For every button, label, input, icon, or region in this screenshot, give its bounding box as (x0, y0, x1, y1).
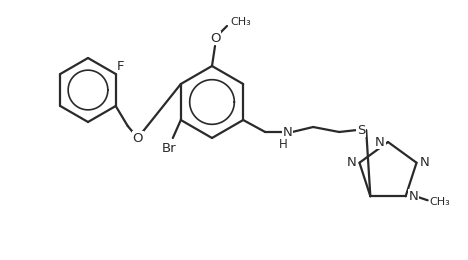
Text: CH₃: CH₃ (231, 17, 251, 27)
Text: F: F (117, 60, 124, 73)
Text: N: N (409, 190, 418, 203)
Text: N: N (420, 156, 430, 169)
Text: H: H (279, 138, 287, 151)
Text: Br: Br (161, 141, 176, 154)
Text: N: N (375, 135, 385, 148)
Text: N: N (347, 156, 356, 169)
Text: O: O (210, 31, 220, 44)
Text: S: S (357, 124, 366, 136)
Text: O: O (132, 132, 143, 145)
Text: N: N (282, 126, 292, 139)
Text: CH₃: CH₃ (429, 197, 450, 207)
